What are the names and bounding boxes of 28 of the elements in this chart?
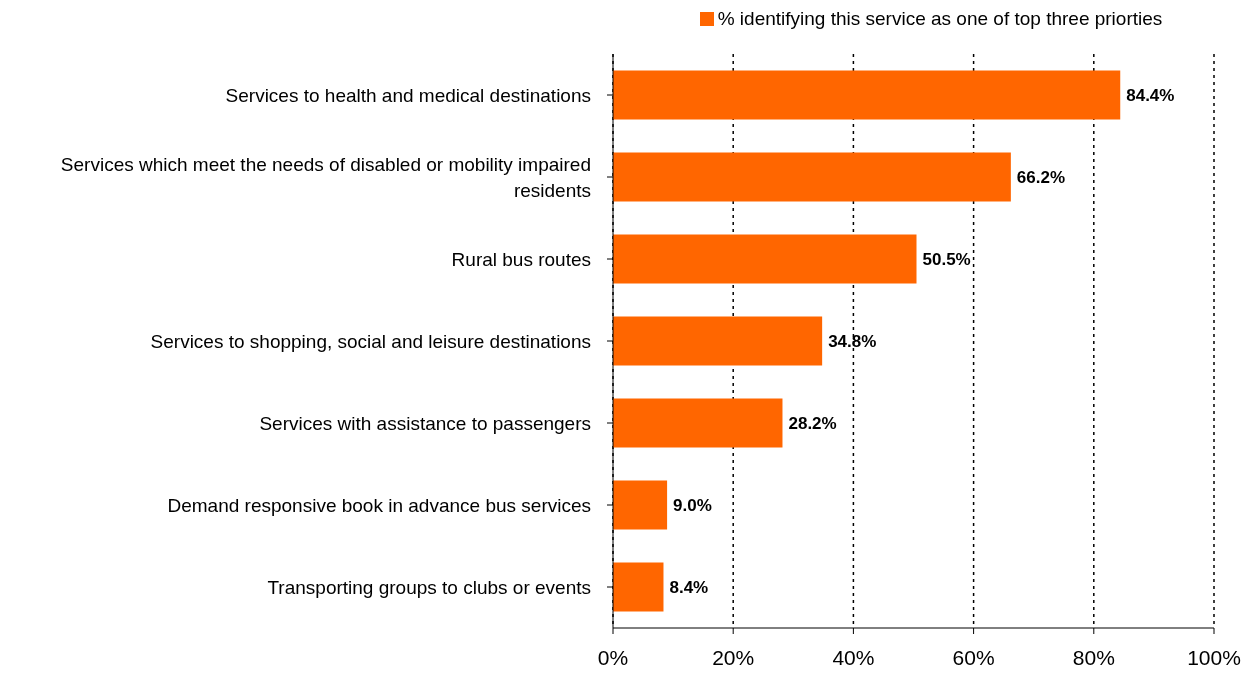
- x-tick-label: 100%: [1187, 645, 1241, 669]
- x-tick-label: 80%: [1072, 645, 1115, 669]
- x-tick-label: 20%: [712, 645, 755, 669]
- data-label: 84.4%: [1126, 85, 1175, 105]
- x-tick-label: 0%: [597, 645, 629, 669]
- data-label: 34.8%: [828, 331, 877, 351]
- data-label: 28.2%: [788, 413, 837, 433]
- y-tick-label: Services to health and medical destinations: [225, 84, 591, 106]
- bar: [613, 70, 1121, 120]
- data-label: 50.5%: [922, 249, 971, 269]
- data-label: 66.2%: [1016, 167, 1066, 187]
- x-tick-label: 40%: [832, 645, 875, 669]
- bar: [613, 562, 664, 612]
- y-tick-label: Services to shopping, social and leisure destinations: [150, 330, 591, 352]
- y-tick-label: Rural bus routes: [451, 248, 591, 270]
- data-label: 8.4%: [669, 577, 709, 597]
- bar: [613, 398, 783, 448]
- data-label: 9.0%: [673, 495, 712, 515]
- y-tick-label: Transporting groups to clubs or events: [267, 576, 591, 598]
- bar: [613, 480, 668, 530]
- bar: [613, 152, 1011, 202]
- bar: [613, 316, 823, 366]
- x-tick-label: 60%: [952, 645, 995, 669]
- y-tick-label: Services which meet the needs of disabled or mobility impaired residents: [60, 153, 591, 201]
- legend-label: % identifying this service as one of top three priorties: [716, 8, 1163, 30]
- y-tick-label: Demand responsive book in advance bus services: [167, 494, 591, 516]
- y-tick-label: Services with assistance to passengers: [259, 412, 591, 434]
- bar: [613, 234, 917, 284]
